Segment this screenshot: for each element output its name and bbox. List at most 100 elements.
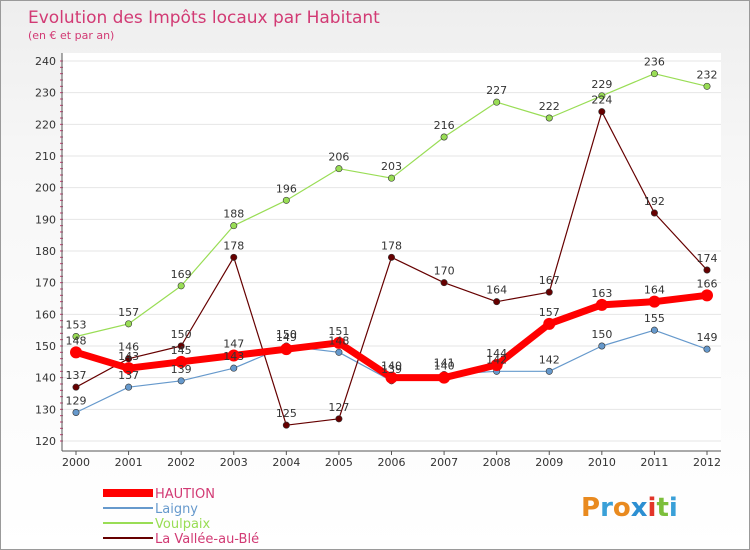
data-point — [545, 288, 553, 296]
data-label: 170 — [434, 265, 455, 278]
y-tick-label: 170 — [35, 277, 56, 290]
data-point — [595, 298, 608, 311]
data-point — [701, 289, 713, 302]
data-point — [177, 282, 185, 290]
data-label: 146 — [118, 341, 139, 354]
data-point — [227, 349, 240, 362]
x-tick-label: 2011 — [640, 456, 668, 469]
data-label: 188 — [223, 208, 244, 221]
data-label: 144 — [486, 347, 507, 360]
x-tick-label: 2002 — [167, 456, 195, 469]
logo-letter: r — [600, 493, 613, 523]
data-point — [175, 355, 188, 368]
proxiti-logo: Proxiti — [581, 493, 678, 523]
data-point — [282, 421, 290, 429]
logo-letter: x — [631, 493, 648, 523]
data-point — [703, 266, 711, 274]
data-point — [72, 332, 80, 340]
data-label: 157 — [539, 306, 560, 319]
data-point — [122, 362, 135, 375]
x-tick-label: 2003 — [220, 456, 248, 469]
data-point — [282, 196, 290, 204]
data-label: 192 — [644, 195, 665, 208]
x-tick-label: 2006 — [378, 456, 406, 469]
logo-letter: i — [669, 493, 678, 523]
y-tick-label: 240 — [35, 55, 56, 68]
y-tick-label: 210 — [35, 150, 56, 163]
data-point — [545, 114, 553, 122]
data-point — [387, 253, 395, 261]
data-label: 127 — [328, 401, 349, 414]
data-label: 174 — [697, 252, 718, 265]
x-tick-label: 2010 — [588, 456, 616, 469]
data-point — [493, 298, 501, 306]
x-tick-label: 2009 — [535, 456, 563, 469]
data-point — [703, 82, 711, 90]
data-label: 150 — [171, 328, 192, 341]
data-label: 137 — [66, 369, 87, 382]
data-point — [648, 295, 661, 308]
logo-letter: o — [613, 493, 631, 523]
data-label: 140 — [381, 360, 402, 373]
data-label: 232 — [697, 68, 718, 81]
data-point — [70, 346, 82, 359]
data-point — [598, 342, 606, 350]
data-point — [72, 383, 80, 391]
data-label: 153 — [66, 319, 87, 332]
data-label: 164 — [644, 284, 665, 297]
y-tick-label: 180 — [35, 245, 56, 258]
x-tick-label: 2008 — [483, 456, 511, 469]
logo-letter: i — [648, 493, 657, 523]
data-label: 140 — [434, 360, 455, 373]
data-point — [598, 92, 606, 100]
data-label: 167 — [539, 274, 560, 287]
data-label: 166 — [697, 277, 718, 290]
data-label: 142 — [539, 353, 560, 366]
data-point — [230, 222, 238, 230]
data-label: 178 — [223, 239, 244, 252]
data-point — [335, 415, 343, 423]
legend-label: Laigny — [155, 502, 198, 517]
x-tick-label: 2001 — [115, 456, 143, 469]
data-point — [703, 345, 711, 353]
data-point — [72, 408, 80, 416]
logo-letter: t — [656, 493, 668, 523]
data-point — [650, 70, 658, 78]
data-label: 169 — [171, 268, 192, 281]
data-label: 149 — [276, 331, 297, 344]
data-label: 148 — [328, 334, 349, 347]
data-label: 145 — [171, 344, 192, 357]
data-point — [650, 209, 658, 217]
data-point — [493, 98, 501, 106]
data-label: 216 — [434, 119, 455, 132]
data-label: 141 — [434, 357, 455, 370]
x-tick-label: 2007 — [430, 456, 458, 469]
data-label: 236 — [644, 56, 665, 69]
data-point — [230, 364, 238, 372]
data-point — [230, 253, 238, 261]
data-point — [543, 317, 556, 330]
data-point — [332, 336, 345, 349]
chart-title: Evolution des Impôts locaux par Habitant — [28, 8, 380, 28]
data-label: 224 — [591, 94, 612, 107]
data-point — [335, 165, 343, 173]
data-label: 147 — [223, 338, 244, 351]
data-point — [177, 377, 185, 385]
data-label: 163 — [591, 287, 612, 300]
y-tick-label: 230 — [35, 87, 56, 100]
data-point — [125, 355, 133, 363]
legend-label: HAUTION — [155, 487, 215, 502]
data-point — [387, 174, 395, 182]
legend-label: La Vallée-au-Blé — [155, 532, 259, 547]
data-point — [650, 326, 658, 334]
x-tick-label: 2000 — [62, 456, 90, 469]
chart-subtitle: (en € et par an) — [28, 29, 114, 42]
y-tick-label: 130 — [35, 403, 56, 416]
data-label: 139 — [171, 363, 192, 376]
data-point — [438, 371, 451, 384]
data-label: 164 — [486, 284, 507, 297]
data-label: 206 — [328, 151, 349, 164]
data-label: 227 — [486, 84, 507, 97]
